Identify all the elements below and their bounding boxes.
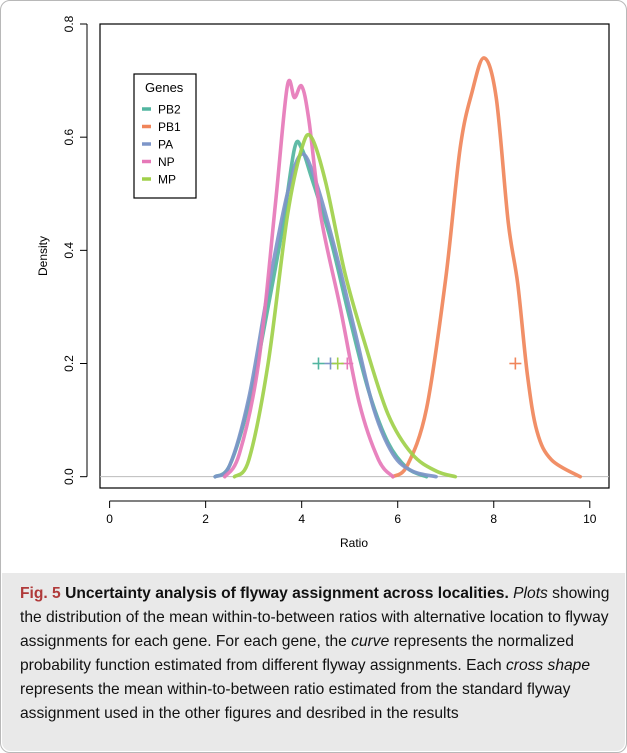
- x-tick-label: 8: [490, 512, 497, 526]
- caption-box: Fig. 5 Uncertainty analysis of flyway as…: [2, 573, 625, 751]
- caption-emphasis: Plots: [513, 585, 548, 602]
- density-chart: 0 2 4 6 8 10 0.0 0.2 0.4 0.6 0.8 Genes PB2 PB1 PA NP M…: [36, 15, 610, 550]
- legend-title: Genes: [145, 80, 184, 95]
- y-tick-label: 0.2: [62, 355, 76, 372]
- caption-body: Plots showing the distribution of the me…: [20, 585, 609, 722]
- legend-label-pb1: PB1: [158, 120, 181, 134]
- density-curve-np: [223, 78, 395, 479]
- density-curve-pa: [213, 152, 438, 479]
- x-axis-label: Ratio: [340, 536, 368, 550]
- legend-label-pa: PA: [158, 138, 173, 152]
- x-tick-label: 4: [298, 512, 305, 526]
- caption-text-run: represents the mean within-to-between ra…: [20, 681, 571, 722]
- legend-label-mp: MP: [158, 173, 176, 187]
- legend-label-pb2: PB2: [158, 103, 181, 117]
- legend: Genes PB2 PB1 PA NP MP: [133, 73, 197, 199]
- legend-label-np: NP: [158, 155, 175, 169]
- y-axis-label: Density: [36, 236, 50, 276]
- y-tick-label: 0.8: [62, 15, 76, 32]
- x-tick-label: 0: [106, 512, 113, 526]
- cross-marker-mp: [331, 357, 344, 370]
- density-curve-mp: [232, 132, 458, 479]
- caption-emphasis: curve: [351, 633, 390, 650]
- caption-emphasis: cross shape: [505, 657, 591, 674]
- y-tick-label: 0.0: [62, 468, 76, 485]
- cross-marker-pb1: [509, 357, 522, 370]
- caption-text-run: showing the distribution of the mean wit…: [20, 585, 610, 650]
- x-tick-label: 2: [202, 512, 209, 526]
- x-tick-label: 10: [583, 512, 597, 526]
- caption-text-run: represents the normalized probability fu…: [20, 633, 574, 674]
- figure-caption: Fig. 5 Uncertainty analysis of flyway as…: [20, 582, 620, 726]
- y-tick-label: 0.4: [62, 242, 76, 259]
- plot-box: [99, 23, 610, 489]
- caption-label: Fig. 5: [20, 585, 61, 602]
- x-tick-label: 6: [394, 512, 401, 526]
- caption-lead: Uncertainty analysis of flyway assignmen…: [60, 585, 509, 602]
- density-curve-pb1: [391, 56, 582, 479]
- y-tick-label: 0.6: [62, 129, 76, 146]
- cross-marker-pb2: [312, 357, 325, 370]
